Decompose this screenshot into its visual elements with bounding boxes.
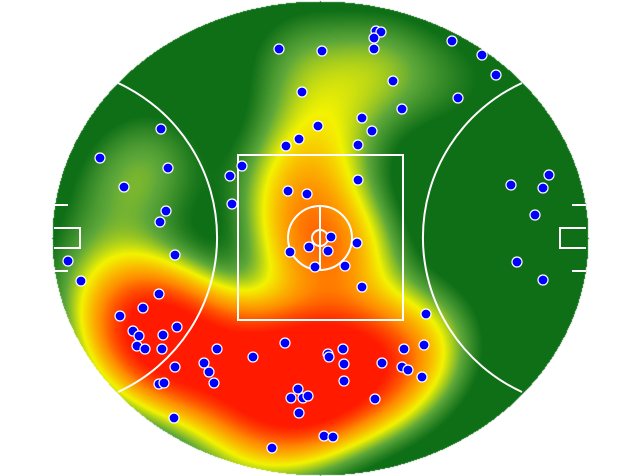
circle-marker-icon [309, 261, 321, 273]
circle-marker-icon [368, 32, 380, 44]
circle-marker-icon [211, 343, 223, 355]
circle-marker-icon [396, 103, 408, 115]
circle-marker-icon [158, 377, 170, 389]
left-fifty-arc [117, 82, 219, 393]
circle-marker-icon [114, 310, 126, 322]
circle-marker-icon [284, 246, 296, 258]
circle-marker-icon [537, 274, 549, 286]
left-goal-square [54, 227, 81, 249]
circle-marker-icon [153, 288, 165, 300]
circle-marker-icon [322, 245, 334, 257]
circle-marker-icon [75, 275, 87, 287]
circle-marker-icon [280, 140, 292, 152]
circle-marker-icon [375, 26, 387, 38]
circle-marker-icon [325, 231, 337, 243]
circle-marker-icon [356, 112, 368, 124]
circle-marker-icon [402, 364, 414, 376]
circle-marker-icon [352, 174, 364, 186]
circle-marker-icon [226, 198, 238, 210]
circle-marker-icon [157, 329, 169, 341]
circle-marker-icon [398, 343, 410, 355]
circle-marker-icon [247, 351, 259, 363]
circle-marker-icon [273, 43, 285, 55]
circle-marker-icon [352, 139, 364, 151]
circle-marker-icon [387, 75, 399, 87]
circle-marker-icon [338, 358, 350, 370]
circle-marker-icon [169, 249, 181, 261]
circle-marker-icon [323, 351, 335, 363]
circle-marker-icon [169, 361, 181, 373]
circle-marker-icon [490, 69, 502, 81]
circle-marker-icon [446, 35, 458, 47]
circle-marker-icon [155, 123, 167, 135]
circle-marker-icon [302, 390, 314, 402]
circle-marker-icon [339, 260, 351, 272]
field-markings [54, 82, 586, 393]
circle-marker-icon [279, 337, 291, 349]
circle-marker-icon [301, 188, 313, 200]
circle-marker-icon [162, 162, 174, 174]
circle-marker-icon [316, 45, 328, 57]
circle-marker-icon [356, 281, 368, 293]
circle-marker-icon [236, 160, 248, 172]
circle-marker-icon [282, 185, 294, 197]
circle-marker-icon [476, 49, 488, 61]
circle-marker-icon [366, 125, 378, 137]
circle-marker-icon [266, 442, 278, 454]
circle-marker-icon [376, 357, 388, 369]
circle-marker-icon [327, 431, 339, 443]
circle-marker-icon [224, 170, 236, 182]
circle-marker-icon [351, 237, 363, 249]
marker-group [62, 25, 555, 454]
circle-marker-icon [303, 241, 315, 253]
circle-marker-icon [296, 86, 308, 98]
circle-marker-icon [168, 412, 180, 424]
circle-marker-icon [94, 152, 106, 164]
right-goal-square [559, 227, 586, 249]
circle-marker-icon [62, 255, 74, 267]
circle-marker-icon [118, 181, 130, 193]
circle-marker-icon [511, 256, 523, 268]
center-square [237, 154, 404, 321]
circle-marker-icon [198, 357, 210, 369]
right-fifty-arc [421, 82, 523, 393]
circle-marker-icon [420, 308, 432, 320]
circle-marker-icon [160, 205, 172, 217]
circle-marker-icon [537, 182, 549, 194]
circle-marker-icon [416, 371, 428, 383]
circle-marker-icon [293, 133, 305, 145]
circle-marker-icon [139, 343, 151, 355]
circle-marker-icon [368, 43, 380, 55]
circle-marker-icon [156, 343, 168, 355]
circle-marker-icon [203, 366, 215, 378]
circle-marker-icon [208, 377, 220, 389]
circle-marker-icon [505, 179, 517, 191]
circle-marker-icon [529, 209, 541, 221]
circle-marker-icon [369, 393, 381, 405]
circle-marker-icon [337, 343, 349, 355]
circle-marker-icon [338, 375, 350, 387]
circle-marker-icon [137, 302, 149, 314]
circle-marker-icon [285, 392, 297, 404]
circle-marker-icon [292, 383, 304, 395]
circle-marker-icon [452, 92, 464, 104]
circle-marker-icon [133, 330, 145, 342]
circle-marker-icon [154, 216, 166, 228]
circle-marker-icon [171, 321, 183, 333]
circle-marker-icon [312, 120, 324, 132]
circle-marker-icon [418, 339, 430, 351]
circle-marker-icon [543, 169, 555, 181]
circle-marker-icon [293, 407, 305, 419]
